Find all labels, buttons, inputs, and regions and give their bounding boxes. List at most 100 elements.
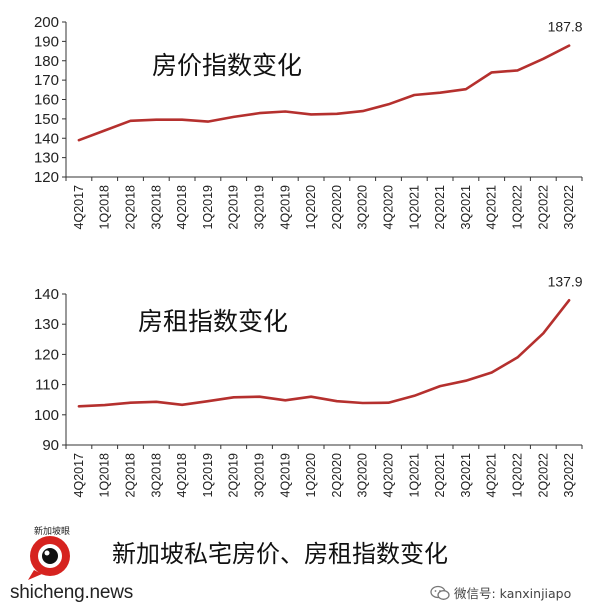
y-tick-label: 200 (34, 14, 59, 31)
x-tick-label: 2Q2022 (536, 185, 550, 230)
y-tick-label: 140 (34, 130, 59, 147)
data-point (181, 118, 183, 121)
x-tick-label: 1Q2019 (201, 185, 215, 230)
figure-caption: 新加坡私宅房价、房租指数变化 (112, 540, 448, 568)
data-point (258, 112, 261, 114)
data-point (413, 394, 416, 397)
x-tick-label: 3Q2022 (562, 453, 576, 498)
data-point (542, 58, 545, 60)
data-point (78, 139, 80, 141)
x-tick-label: 1Q2021 (407, 185, 421, 230)
x-tick-label: 4Q2018 (175, 453, 189, 498)
data-point (181, 404, 183, 406)
wechat-icon (430, 585, 450, 600)
chart-title: 房租指数变化 (138, 307, 288, 336)
data-point (310, 113, 312, 116)
y-tick-label: 140 (34, 286, 59, 303)
data-point (465, 88, 467, 91)
x-tick-label: 2Q2022 (536, 453, 550, 498)
x-tick-label: 3Q2021 (459, 453, 473, 498)
data-point (207, 400, 209, 403)
x-tick-label: 2Q2019 (227, 185, 241, 230)
x-tick-label: 4Q2021 (485, 185, 499, 230)
x-tick-label: 2Q2018 (124, 453, 138, 498)
x-tick-label: 4Q2020 (382, 453, 396, 498)
wechat-id: 微信号: kanxinjiapo (430, 583, 571, 602)
y-tick-label: 160 (34, 92, 59, 109)
data-point (439, 385, 441, 387)
data-point (103, 404, 106, 406)
data-point (568, 44, 570, 47)
x-tick-label: 4Q2019 (278, 185, 292, 230)
data-point (490, 71, 493, 74)
x-tick-label: 3Q2019 (253, 185, 267, 230)
y-tick-label: 110 (35, 377, 59, 394)
data-point (336, 400, 338, 403)
data-point (387, 103, 390, 106)
data-point (155, 401, 158, 403)
wechat-id-text: 微信号: kanxinjiapo (454, 586, 572, 601)
shicheng-logo-icon (28, 536, 70, 580)
data-point (542, 332, 545, 335)
x-tick-label: 3Q2021 (459, 185, 473, 230)
data-point (284, 399, 287, 402)
y-tick-label: 130 (34, 150, 59, 167)
data-point (361, 110, 364, 112)
x-tick-label: 4Q2020 (382, 185, 396, 230)
x-tick-label: 2Q2020 (330, 453, 344, 498)
house-price-index-chart: 120 130 140 150 160 170 180 190 200 4Q2017 1Q2018 2… (34, 14, 583, 230)
x-tick-label: 1Q2020 (304, 453, 318, 498)
data-point (516, 356, 519, 359)
x-tick-label: 3Q2018 (149, 185, 163, 230)
x-tick-label: 3Q2018 (149, 453, 163, 498)
data-point (232, 116, 235, 118)
x-tick-label: 1Q2021 (407, 453, 421, 498)
y-tick-label: 130 (34, 316, 59, 333)
chart-title: 房价指数变化 (152, 51, 302, 80)
data-point (129, 401, 132, 404)
x-tick-label: 4Q2021 (485, 453, 499, 498)
y-tick-label: 120 (34, 169, 59, 186)
data-point (258, 395, 261, 398)
data-point (439, 91, 441, 94)
x-tick-label: 1Q2019 (201, 453, 215, 498)
x-tick-label: 2Q2018 (124, 185, 138, 230)
data-point (490, 371, 493, 374)
x-tick-label: 1Q2022 (511, 453, 525, 498)
x-tick-label: 3Q2020 (356, 453, 370, 498)
x-tick-label: 4Q2017 (72, 453, 86, 498)
data-point (465, 379, 467, 382)
series-line (77, 298, 571, 408)
y-tick-label: 90 (42, 437, 59, 454)
series-line (77, 44, 571, 142)
data-point (103, 129, 106, 132)
x-tick-label: 2Q2021 (433, 453, 447, 498)
data-point (336, 113, 338, 115)
data-point (155, 118, 158, 121)
x-tick-label: 1Q2018 (98, 185, 112, 230)
data-point (516, 69, 519, 72)
x-tick-label: 1Q2022 (511, 185, 525, 230)
x-tick-label: 1Q2018 (98, 453, 112, 498)
data-point (413, 94, 416, 96)
data-point (568, 299, 570, 302)
x-tick-label: 3Q2019 (253, 453, 267, 498)
y-tick-label: 190 (34, 33, 59, 50)
peak-data-label: 137.9 (548, 273, 583, 289)
y-tick-label: 100 (34, 407, 59, 424)
logo-badge-text: 新加坡眼 (34, 527, 71, 537)
x-tick-label: 4Q2019 (278, 453, 292, 498)
rent-index-chart: 90 100 110 120 130 140 4Q2017 1Q2018 2Q2018 3Q201… (34, 273, 583, 498)
x-tick-label: 4Q2018 (175, 185, 189, 230)
data-point (387, 401, 390, 404)
data-point (284, 110, 287, 113)
logo-site-name: shicheng.news (10, 582, 134, 603)
x-tick-label: 2Q2021 (433, 185, 447, 230)
x-tick-label: 2Q2019 (227, 453, 241, 498)
x-tick-label: 2Q2020 (330, 185, 344, 230)
data-point (361, 402, 364, 404)
y-tick-label: 150 (34, 111, 59, 128)
peak-data-label: 187.8 (548, 19, 583, 35)
data-point (310, 395, 312, 398)
